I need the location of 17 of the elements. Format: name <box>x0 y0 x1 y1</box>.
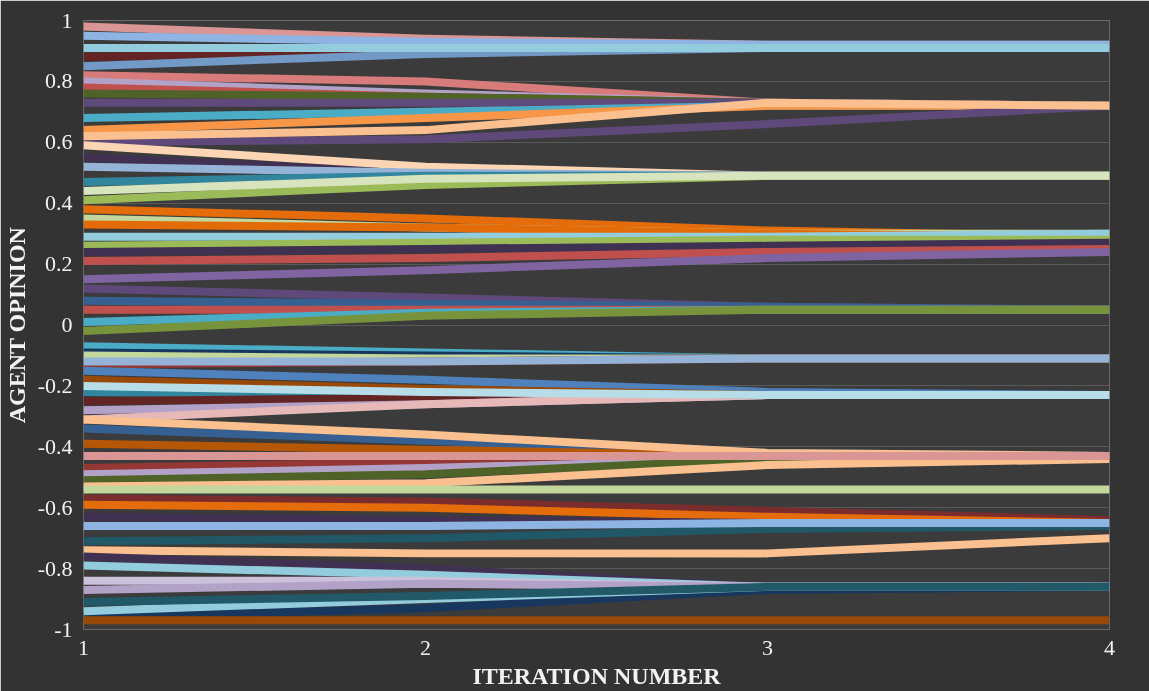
y-tick-label: 1 <box>61 7 73 33</box>
y-tick-label: -1 <box>54 616 73 642</box>
y-tick-label: 0.8 <box>45 68 73 94</box>
x-axis-title: ITERATION NUMBER <box>472 662 722 689</box>
y-tick-label: -0.6 <box>37 494 73 520</box>
y-tick-label: 0.6 <box>45 129 73 155</box>
x-tick-label: 1 <box>78 634 89 660</box>
y-tick-label: -0.8 <box>37 555 73 581</box>
y-tick-label: -0.4 <box>37 433 73 459</box>
x-tick-label: 2 <box>420 634 431 660</box>
x-tick-label: 3 <box>762 634 773 660</box>
y-tick-label: -0.2 <box>37 372 73 398</box>
y-axis-title: AGENT OPINION <box>3 226 30 424</box>
y-tick-label: 0 <box>61 312 73 337</box>
y-tick-label: 0.2 <box>45 251 73 277</box>
y-tick-label: 0.4 <box>45 190 73 216</box>
x-tick-label: 4 <box>1104 634 1115 660</box>
